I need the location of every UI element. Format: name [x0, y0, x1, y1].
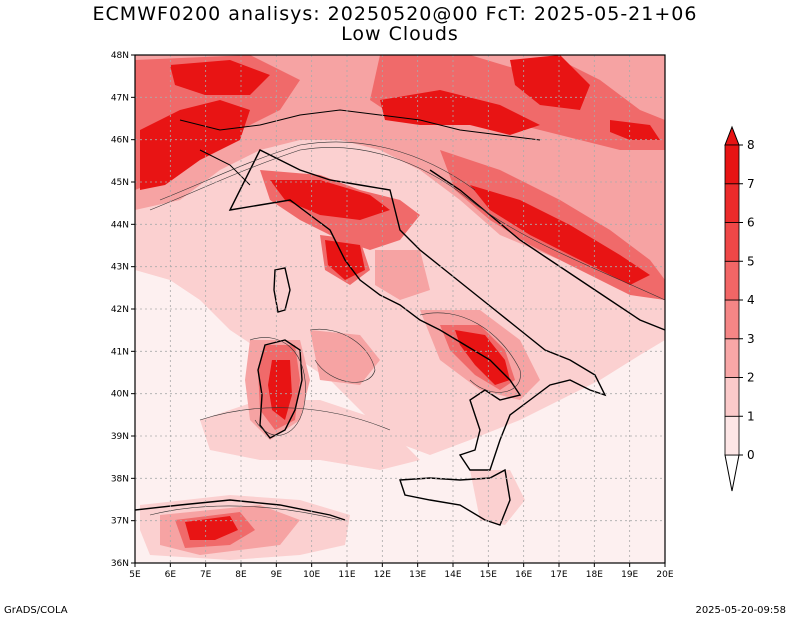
grid-lines — [135, 55, 665, 563]
colorbar-segment — [724, 299, 740, 340]
coastlines — [135, 109, 665, 526]
lon-tick-label: 15E — [480, 570, 497, 580]
colorbar-label: 2 — [747, 371, 755, 385]
lat-tick-label: 37N — [111, 517, 129, 527]
lat-tick-label: 42N — [111, 305, 129, 315]
lon-tick-label: 16E — [515, 570, 532, 580]
lat-tick-label: 41N — [111, 347, 129, 357]
colorbar-segment — [724, 222, 740, 262]
lon-tick-label: 17E — [550, 570, 567, 580]
lon-tick-label: 12E — [374, 570, 391, 580]
colorbar-segment — [724, 260, 740, 301]
colorbar: 0 1 2 3 4 5 6 7 8 — [724, 125, 755, 492]
axis-ticks — [131, 54, 666, 567]
lon-tick-label: 8E — [235, 570, 247, 580]
lat-tick-label: 39N — [111, 432, 129, 442]
lat-tick-label: 38N — [111, 474, 129, 484]
lat-tick-label: 48N — [111, 51, 129, 61]
lat-tick-labels: 36N 37N 38N 39N 40N 41N 42N 43N 44N 45N 46N 47N 48N — [111, 51, 129, 569]
colorbar-segment — [724, 415, 740, 456]
lon-tick-label: 20E — [656, 570, 673, 580]
lat-tick-label: 40N — [111, 390, 129, 400]
lon-tick-label: 7E — [200, 570, 212, 580]
colorbar-top-arrow — [724, 125, 740, 146]
colorbar-label: 3 — [747, 332, 755, 346]
lat-tick-label: 43N — [111, 263, 129, 273]
lon-tick-label: 6E — [165, 570, 177, 580]
footer-timestamp: 2025-05-20-09:58 — [695, 605, 786, 616]
lon-tick-label: 10E — [303, 570, 320, 580]
map-title: ECMWF0200 analisys: 20250520@00 FcT: 202… — [92, 3, 698, 25]
lat-tick-label: 44N — [111, 220, 129, 230]
lat-tick-label: 45N — [111, 178, 129, 188]
lat-tick-label: 36N — [111, 559, 129, 569]
lon-tick-label: 11E — [338, 570, 355, 580]
colorbar-segment — [724, 377, 740, 417]
colorbar-label: 4 — [747, 293, 755, 307]
lon-tick-labels: 5E 6E 7E 8E 9E 10E 11E 12E 13E 14E 15E 16E 17E 18E 19E… — [129, 570, 674, 580]
colorbar-label: 7 — [747, 177, 755, 191]
footer-credit: GrADS/COLA — [4, 605, 68, 616]
colorbar-bottom-arrow — [724, 454, 740, 492]
colorbar-segment — [724, 338, 740, 378]
colorbar-label: 1 — [747, 409, 755, 423]
colorbar-label: 5 — [747, 254, 755, 268]
lon-tick-label: 5E — [129, 570, 141, 580]
colorbar-label: 0 — [747, 448, 755, 462]
lon-tick-label: 18E — [586, 570, 603, 580]
colorbar-label: 6 — [747, 216, 755, 230]
colorbar-segment — [724, 183, 740, 223]
colorbar-label: 8 — [747, 138, 755, 152]
map-subtitle: Low Clouds — [341, 23, 459, 45]
lat-tick-label: 47N — [111, 93, 129, 103]
colorbar-segment — [724, 144, 740, 185]
lon-tick-label: 14E — [444, 570, 461, 580]
lon-tick-label: 9E — [271, 570, 283, 580]
lat-tick-label: 46N — [111, 136, 129, 146]
lon-tick-label: 19E — [621, 570, 638, 580]
lon-tick-label: 13E — [409, 570, 426, 580]
